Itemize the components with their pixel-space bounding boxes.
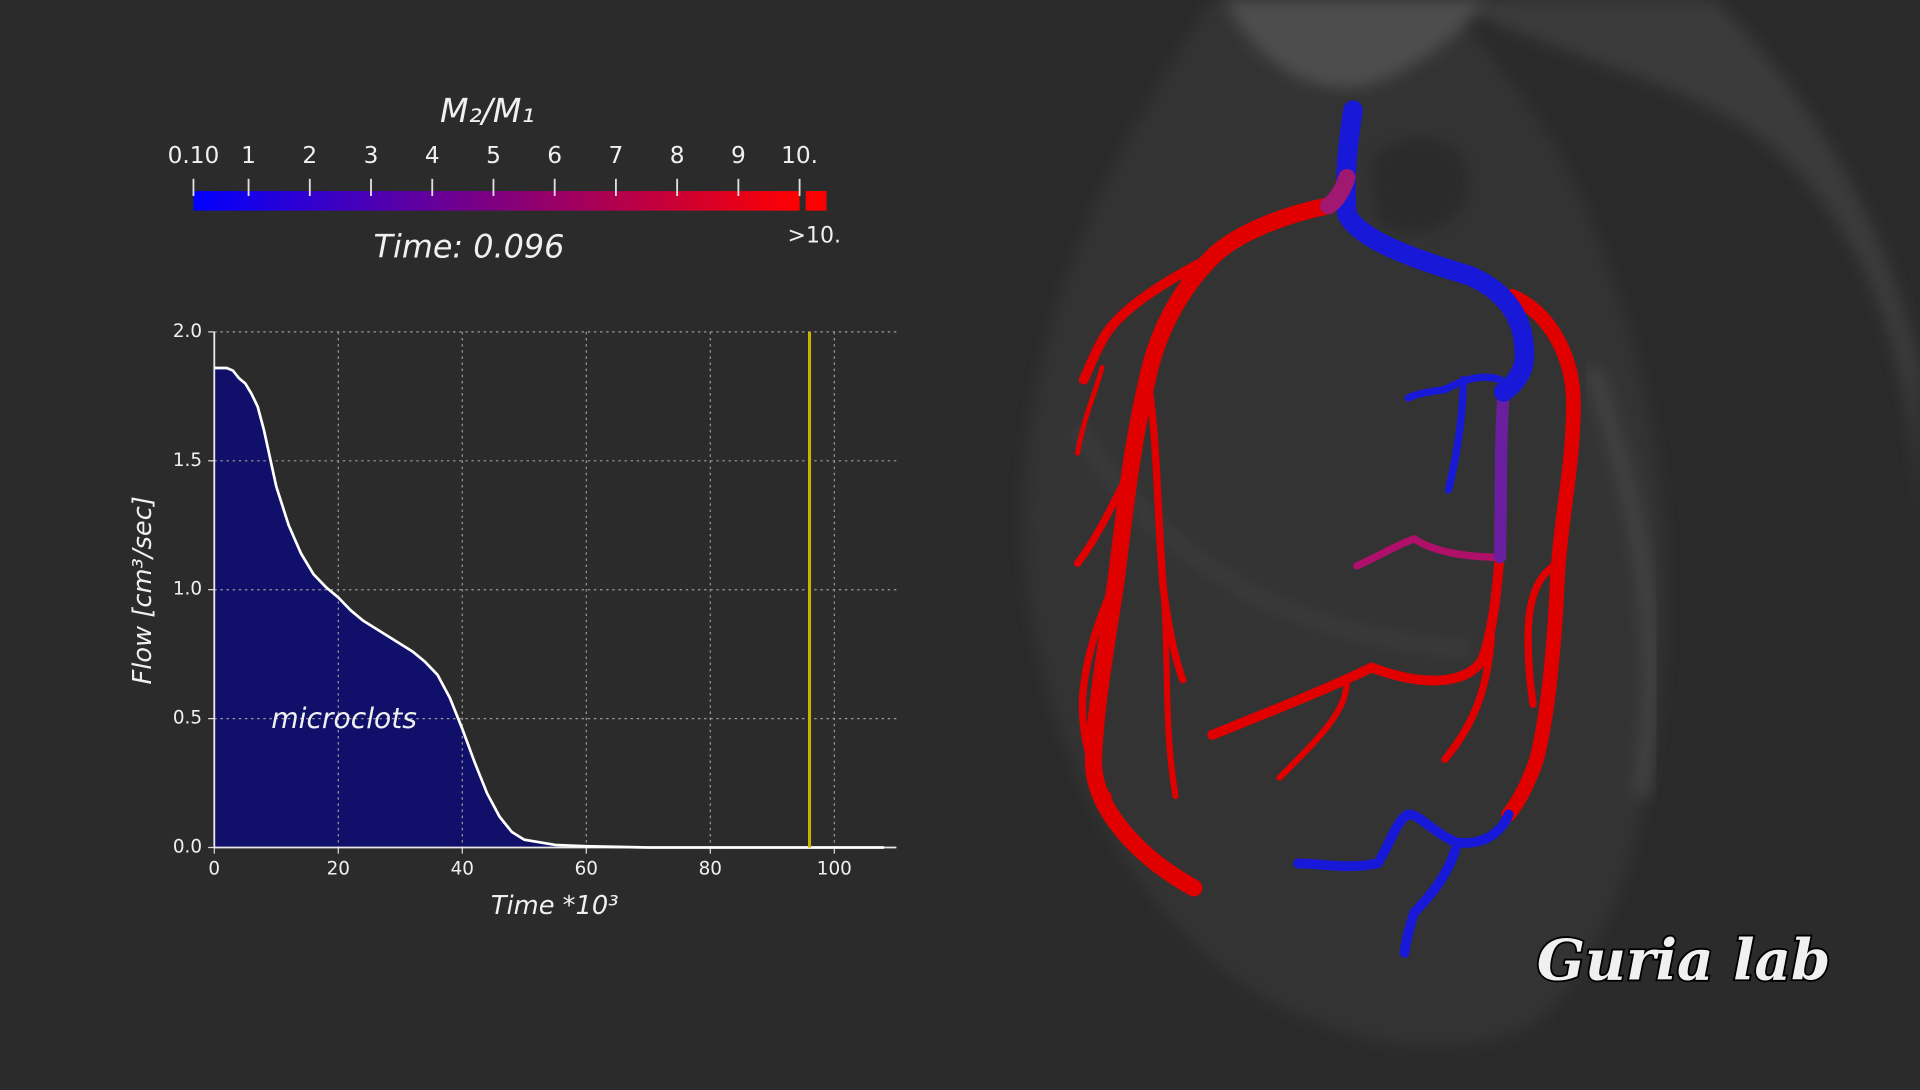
colorbar-title: M₂/M₁ xyxy=(440,91,535,130)
heart-shadow xyxy=(1023,0,1920,1046)
colorbar-tick-label: 2 xyxy=(302,142,317,169)
y-tick-label: 1.5 xyxy=(173,450,202,471)
colorbar-above xyxy=(805,191,827,211)
flow-line xyxy=(214,366,884,849)
colorbar-tick-label: 6 xyxy=(547,142,562,169)
colorbar-tick-label: 5 xyxy=(486,142,501,169)
colorbar-tick-label: 4 xyxy=(425,142,440,169)
x-tick-label: 40 xyxy=(451,859,474,880)
y-tick-label: 1.0 xyxy=(173,579,202,600)
colorbar-tick-label: 10. xyxy=(781,142,818,169)
x-tick-label: 100 xyxy=(817,859,852,880)
time-label: Time: 0.096 xyxy=(374,228,565,266)
colorbar-tick-label: 3 xyxy=(364,142,379,169)
x-tick-label: 0 xyxy=(208,859,220,880)
y-tick-label: 0.0 xyxy=(173,837,202,858)
colorbar-tick-label: 9 xyxy=(731,142,746,169)
x-tick-label: 80 xyxy=(699,859,722,880)
colorbar-tick-label: 7 xyxy=(609,142,624,169)
y-tick-label: 0.5 xyxy=(173,708,202,729)
area-fill xyxy=(214,367,884,848)
x-tick-label: 60 xyxy=(575,859,598,880)
colorbar-tick-label: 0.10 xyxy=(168,142,220,169)
watermark: Guria lab xyxy=(1537,928,1831,994)
x-tick-label: 20 xyxy=(327,859,350,880)
above-label: >10. xyxy=(788,223,841,248)
coronary-vessels xyxy=(1073,100,1581,958)
y-tick-label: 2.0 xyxy=(173,321,202,342)
x-axis-label: Time *10³ xyxy=(491,891,619,921)
annotation: microclots xyxy=(271,702,417,735)
colorbar xyxy=(193,191,800,211)
y-axis-label: Flow [cm³/sec] xyxy=(128,496,158,684)
colorbar-tick-label: 1 xyxy=(241,142,256,169)
colorbar-tick-label: 8 xyxy=(670,142,685,169)
